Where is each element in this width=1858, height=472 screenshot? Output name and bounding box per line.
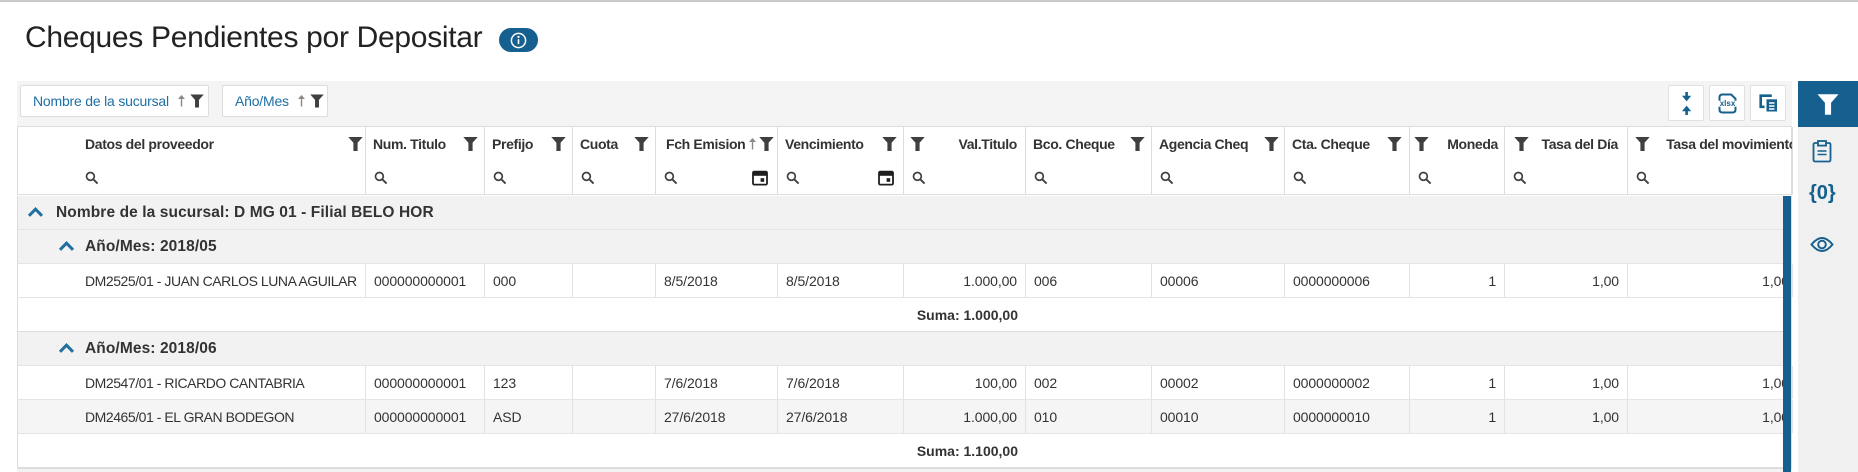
svg-text:xlsx: xlsx <box>1719 99 1735 108</box>
